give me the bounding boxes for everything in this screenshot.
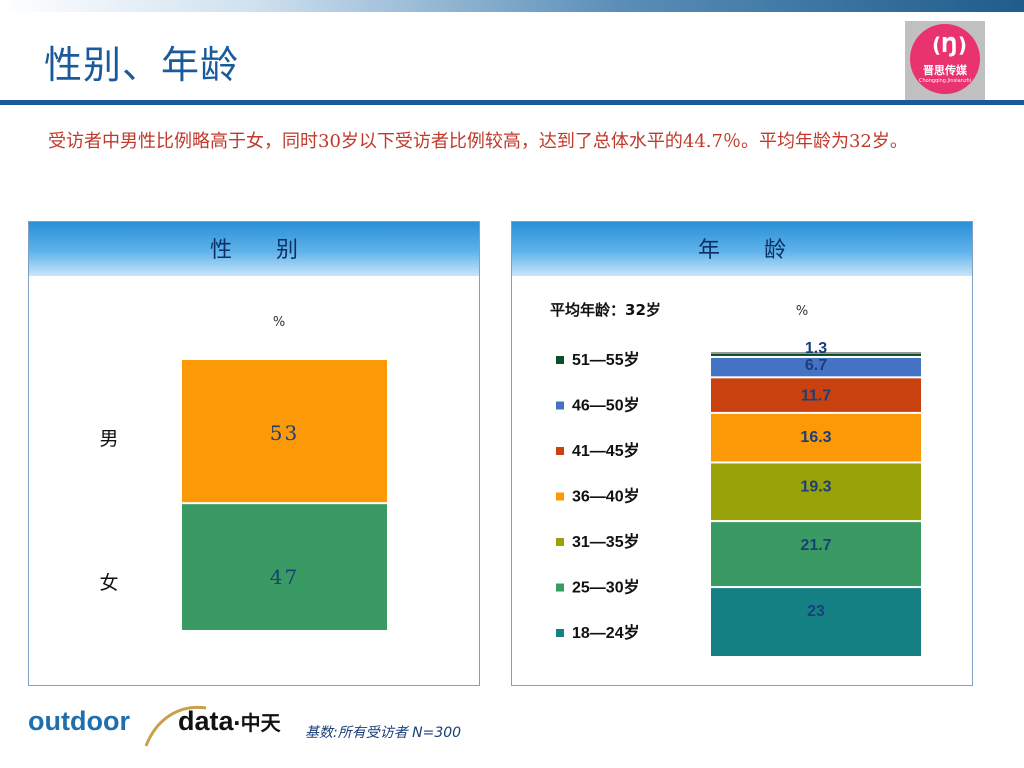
age-legend-label-5: 25—30岁: [572, 578, 640, 597]
age-data-label-3: 16.3: [800, 429, 831, 446]
age-bar-segment-4: [711, 463, 921, 521]
page-title: 性别、年龄: [44, 43, 240, 87]
gender-category-label-0: 男: [99, 428, 118, 450]
base-note: 基数:所有受访者 N=300: [305, 725, 462, 741]
gender-panel-header: [29, 222, 479, 276]
gender-category-label-1: 女: [99, 572, 118, 594]
age-panel-title: 年 龄: [697, 238, 786, 263]
gender-unit-label: %: [273, 315, 285, 330]
age-bar-segment-1: [711, 357, 921, 377]
age-bar-segment-0: [711, 354, 921, 356]
age-panel-header: [512, 222, 972, 276]
age-bar-segment-3: [711, 413, 921, 462]
logo-swoosh: [144, 705, 207, 747]
age-data-label-5: 21.7: [800, 537, 831, 554]
age-legend-label-6: 18—24岁: [572, 623, 640, 642]
age-bar-segment-6: [711, 588, 921, 656]
outdoor-data-logo: outdoor data ·中天: [28, 705, 282, 747]
top-gradient-bar: [0, 0, 1024, 12]
age-legend-swatch-4: [556, 538, 564, 546]
age-panel: 年 龄 平均年龄：32岁% 1.3 6.7 11.7 16.3 19.3 21.7 23 51—…: [511, 221, 973, 686]
gender-data-label-0: 53: [270, 421, 299, 445]
gender-chart: % 53 男 47 女: [99, 315, 387, 630]
logo-circle: (Ŋ) 晋思传媒 Chongqing Jinsianzhi: [910, 24, 980, 94]
logo-mark-icon: (Ŋ): [932, 33, 968, 57]
age-legend-swatch-6: [556, 629, 564, 637]
age-legend-label-4: 31—35岁: [572, 532, 640, 551]
age-legend-swatch-3: [556, 492, 564, 501]
age-legend-swatch-1: [556, 401, 564, 410]
company-logo: (Ŋ) 晋思传媒 Chongqing Jinsianzhi: [905, 21, 985, 100]
brand-chinese: ·中天: [233, 711, 282, 735]
age-data-label-6: 23: [807, 603, 825, 620]
age-legend-swatch-2: [556, 447, 564, 455]
age-bar-segment-5: [711, 522, 921, 587]
brand-data: data: [178, 706, 235, 736]
age-legend-label-2: 41—45岁: [572, 441, 640, 460]
summary-text: 受访者中男性比例略高于女，同时30岁以下受访者比例较高，达到了总体水平的44.7…: [48, 131, 908, 152]
age-data-label-2: 11.7: [801, 387, 831, 404]
age-legend-swatch-0: [556, 356, 564, 364]
age-legend-label-1: 46—50岁: [572, 396, 640, 415]
title-divider: [0, 100, 1024, 105]
logo-text: 晋思传媒: [923, 64, 967, 77]
gender-panel: 性 别 % 53 男 47 女: [28, 221, 480, 686]
gender-bar-segment-1: [182, 504, 387, 630]
gender-bar-segment-0: [182, 360, 387, 503]
age-subtitle: 平均年龄：32岁: [550, 301, 661, 319]
age-legend-swatch-5: [556, 583, 564, 592]
age-legend-label-0: 51—55岁: [572, 350, 640, 369]
gender-panel-title: 性 别: [209, 238, 298, 263]
logo-subtext: Chongqing Jinsianzhi: [919, 78, 971, 84]
age-data-label-1: 6.7: [805, 357, 827, 374]
gender-data-label-1: 47: [270, 565, 299, 589]
age-data-label-0: 1.3: [805, 340, 827, 357]
age-chart: 平均年龄：32岁 % 1.36.7 11.7 16.3 19.3 21.7 23 51—55岁 4…: [550, 301, 921, 656]
age-unit-label: %: [796, 304, 808, 319]
age-bar-segment-2: [711, 378, 921, 412]
age-data-label-4: 19.3: [800, 478, 831, 495]
age-legend-label-3: 36—40岁: [572, 487, 640, 506]
brand-outdoor: outdoor: [28, 706, 130, 736]
